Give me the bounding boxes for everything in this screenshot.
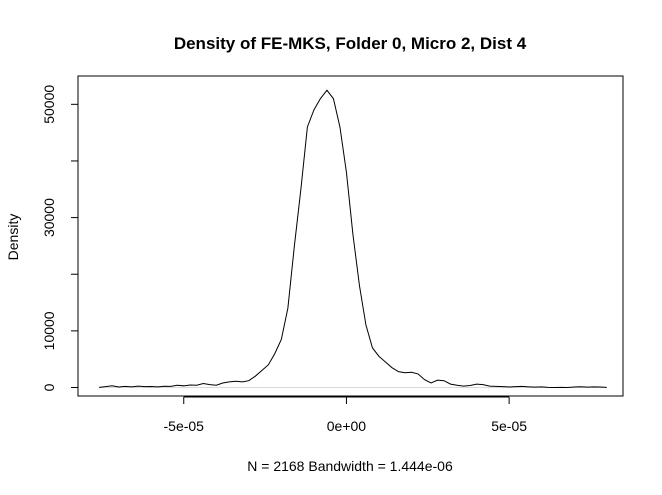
x-tick-label: 5e-05 (491, 418, 527, 434)
x-tick-label: 0e+00 (327, 418, 367, 434)
y-tick-label: 0 (41, 383, 57, 391)
y-axis: 0 10000 30000 50000 (41, 85, 79, 391)
chart-title: Density of FE-MKS, Folder 0, Micro 2, Di… (174, 34, 527, 53)
x-axis-title: N = 2168 Bandwidth = 1.444e-06 (247, 458, 453, 474)
y-tick-label: 10000 (41, 311, 57, 350)
y-tick-label: 50000 (41, 85, 57, 124)
y-axis-title: Density (5, 214, 21, 261)
plot-frame (77, 75, 624, 397)
x-tick-label: -5e-05 (164, 418, 205, 434)
density-curve (99, 89, 607, 389)
y-tick-label: 30000 (41, 198, 57, 237)
x-axis: -5e-05 0e+00 5e-05 (164, 396, 527, 434)
